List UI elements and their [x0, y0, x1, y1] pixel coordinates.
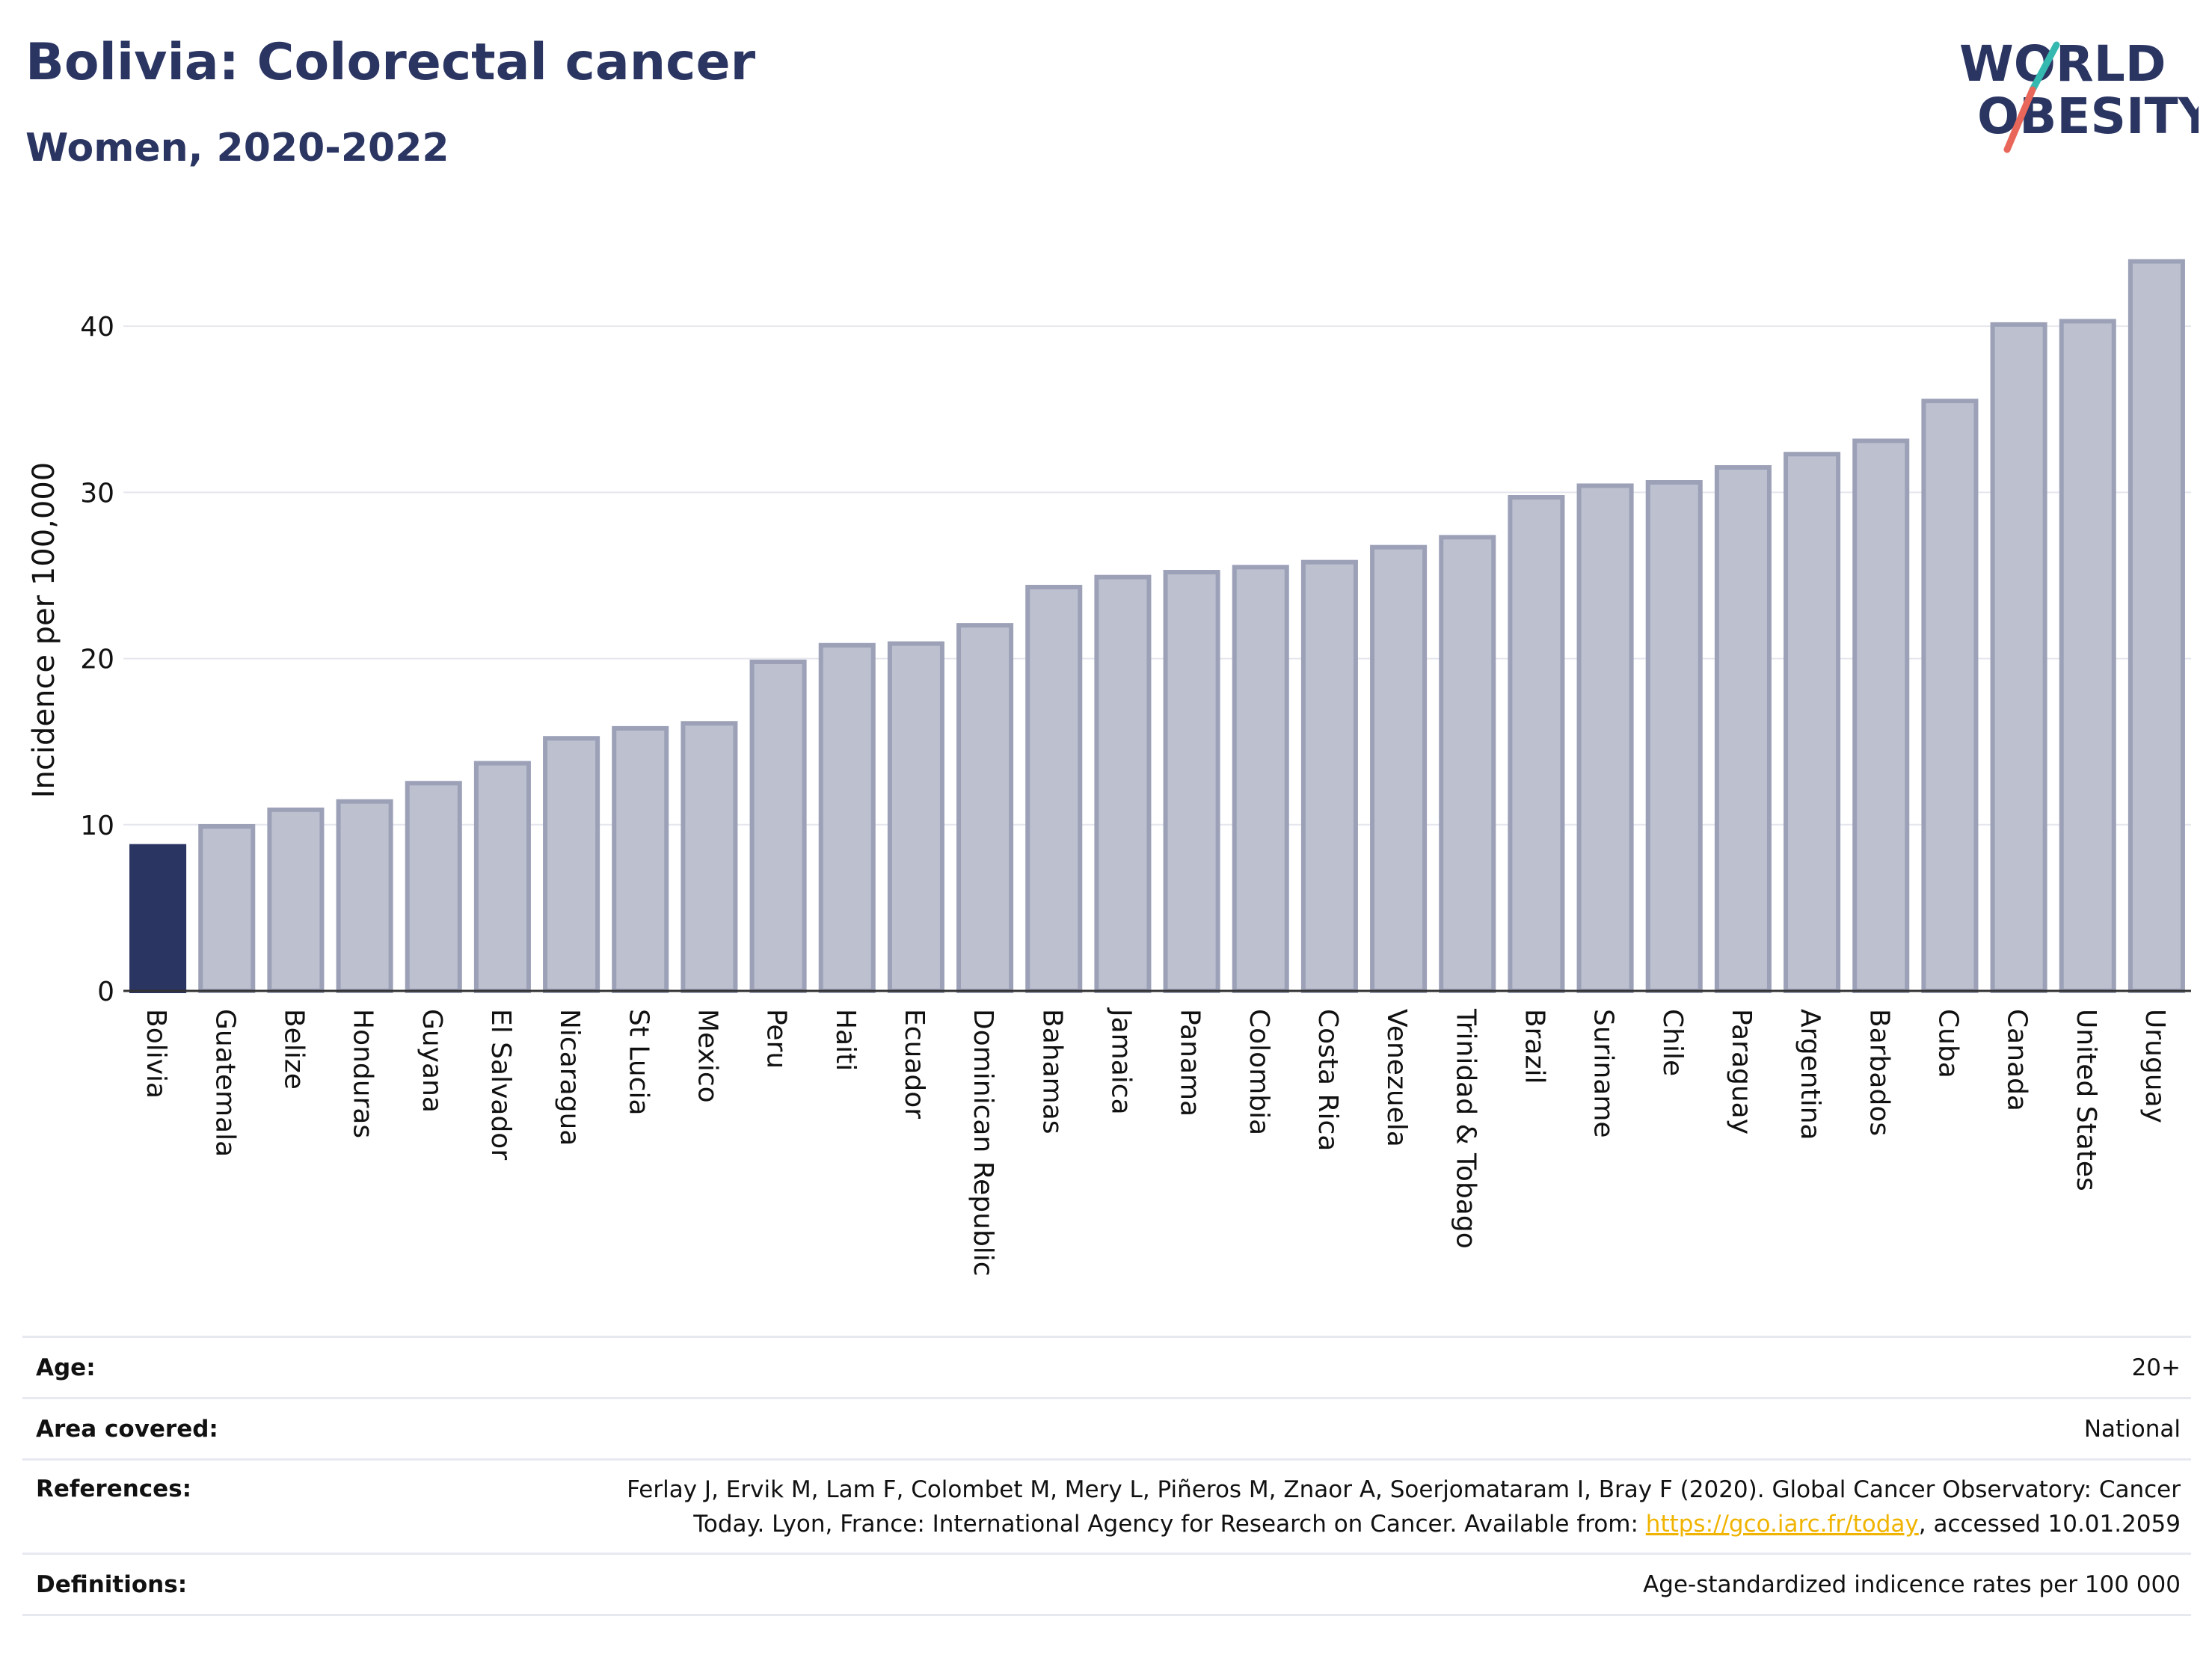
bar-peru[interactable]: [749, 660, 807, 993]
bar-el-salvador[interactable]: [473, 761, 531, 993]
x-tick-label: United States: [2071, 1009, 2101, 1191]
x-tick-label: Cuba: [1932, 1009, 1963, 1078]
meta-row-area: Area covered: National: [22, 1397, 2191, 1461]
bar-trinidad-tobago[interactable]: [1439, 535, 1496, 993]
y-tick-label: 0: [97, 977, 114, 1007]
x-tick-label: Honduras: [348, 1009, 378, 1138]
area-value: National: [2083, 1416, 2181, 1443]
y-tick-label: 20: [80, 645, 114, 675]
bar-cuba[interactable]: [1921, 399, 1979, 993]
x-tick-label: Guatemala: [209, 1009, 240, 1157]
area-label: Area covered:: [36, 1416, 218, 1443]
bar-jamaica[interactable]: [1094, 574, 1152, 993]
references-label: References:: [36, 1476, 192, 1502]
logo-slash-coral: [2003, 86, 2036, 153]
x-tick-label: Bolivia: [141, 1009, 171, 1099]
world-obesity-logo: WORLD OBESITY: [1959, 35, 2199, 153]
bar-suriname[interactable]: [1576, 483, 1634, 993]
bar-united-states[interactable]: [2059, 319, 2116, 993]
bar-venezuela[interactable]: [1370, 544, 1428, 993]
grid-lines: [123, 325, 2191, 826]
references-link[interactable]: https://gco.iarc.fr/today: [1645, 1511, 1919, 1538]
logo-slash-teal: [2029, 41, 2060, 93]
chart-subtitle: Women, 2020-2022: [25, 126, 449, 171]
y-tick-label: 40: [80, 312, 114, 343]
bar-honduras[interactable]: [336, 799, 393, 993]
x-tick-label: Brazil: [1519, 1009, 1549, 1084]
bar-guatemala[interactable]: [198, 824, 256, 993]
meta-row-definitions: Definitions: Age-standardized indicence …: [22, 1553, 2191, 1616]
x-tick-label: Barbados: [1864, 1009, 1894, 1136]
x-tick-label: Uruguay: [2139, 1009, 2170, 1123]
x-tick-label: Trinidad & Tobago: [1450, 1008, 1481, 1249]
age-label: Age:: [36, 1354, 96, 1381]
bar-costa-rica[interactable]: [1300, 559, 1358, 993]
bars: [129, 259, 2185, 994]
references-value: Ferlay J, Ervik M, Lam F, Colombet M, Me…: [573, 1473, 2181, 1541]
bar-uruguay[interactable]: [2127, 259, 2185, 994]
x-tick-label: Argentina: [1795, 1009, 1825, 1140]
bar-mexico[interactable]: [681, 721, 738, 993]
x-tick-label: Jamaica: [1105, 1007, 1136, 1115]
bar-canada[interactable]: [1990, 322, 2047, 993]
definitions-label: Definitions:: [36, 1571, 188, 1598]
x-tick-label: El Salvador: [485, 1009, 516, 1160]
bar-belize[interactable]: [267, 807, 325, 993]
x-tick-label: Peru: [761, 1009, 792, 1069]
bar-st-lucia[interactable]: [612, 725, 669, 993]
bar-argentina[interactable]: [1784, 452, 1841, 993]
x-tick-label: Chile: [1657, 1009, 1688, 1076]
x-tick-label: St Lucia: [623, 1009, 654, 1116]
bar-barbados[interactable]: [1852, 438, 1910, 993]
x-tick-label: Colombia: [1244, 1009, 1274, 1135]
x-tick-label: Haiti: [830, 1009, 861, 1071]
meta-row-age: Age: 20+: [22, 1336, 2191, 1399]
references-accessed: , accessed 10.01.2059: [1918, 1511, 2181, 1538]
x-tick-label: Guyana: [417, 1009, 447, 1113]
x-tick-label: Suriname: [1588, 1009, 1619, 1138]
bar-paraguay[interactable]: [1714, 465, 1772, 993]
bar-ecuador[interactable]: [887, 641, 944, 993]
x-tick-label: Nicaragua: [554, 1009, 585, 1146]
bar-nicaragua[interactable]: [543, 736, 600, 993]
x-tick-label: Mexico: [692, 1009, 722, 1103]
references-text: Ferlay J, Ervik M, Lam F, Colombet M, Me…: [627, 1476, 2181, 1538]
definitions-value: Age-standardized indicence rates per 100…: [1643, 1571, 2181, 1598]
bar-dominican-republic[interactable]: [956, 623, 1014, 994]
x-tick-label: Bahamas: [1036, 1009, 1067, 1134]
chart-title: Bolivia: Colorectal cancer: [25, 33, 756, 92]
y-axis-label: Incidence per 100,000: [27, 462, 61, 799]
meta-bottom-border: [22, 1614, 2191, 1616]
bar-guyana[interactable]: [405, 781, 462, 993]
bar-colombia[interactable]: [1232, 565, 1289, 993]
x-tick-label: Canada: [2002, 1009, 2033, 1111]
x-tick-labels: Bolivia Guatemala Belize Honduras Guyana El S…: [141, 1007, 2170, 1277]
x-tick-label: Paraguay: [1726, 1009, 1757, 1134]
bar-panama[interactable]: [1163, 570, 1220, 993]
bar-haiti[interactable]: [818, 642, 876, 993]
x-tick-label: Ecuador: [899, 1009, 930, 1119]
x-tick-label: Costa Rica: [1312, 1009, 1343, 1151]
y-tick-label: 10: [80, 811, 114, 841]
bar-bolivia[interactable]: [129, 844, 187, 994]
x-tick-label: Belize: [278, 1009, 309, 1090]
age-value: 20+: [2131, 1354, 2181, 1381]
meta-row-references: References: Ferlay J, Ervik M, Lam F, Co…: [22, 1458, 2191, 1555]
x-tick-label: Panama: [1175, 1009, 1205, 1117]
y-tick-labels: 0 10 20 30 40: [80, 312, 114, 1007]
logo-line1: WORLD: [1959, 35, 2166, 93]
bar-bahamas[interactable]: [1025, 585, 1083, 993]
bar-chart: 0 10 20 30 40 Bolivia Guatemala Belize Honduras…: [27, 259, 2191, 1277]
bar-chile[interactable]: [1645, 480, 1703, 993]
bar-brazil[interactable]: [1508, 495, 1565, 993]
x-tick-label: Dominican Republic: [968, 1009, 998, 1277]
y-tick-label: 30: [80, 478, 114, 509]
x-tick-label: Venezuela: [1381, 1009, 1412, 1147]
